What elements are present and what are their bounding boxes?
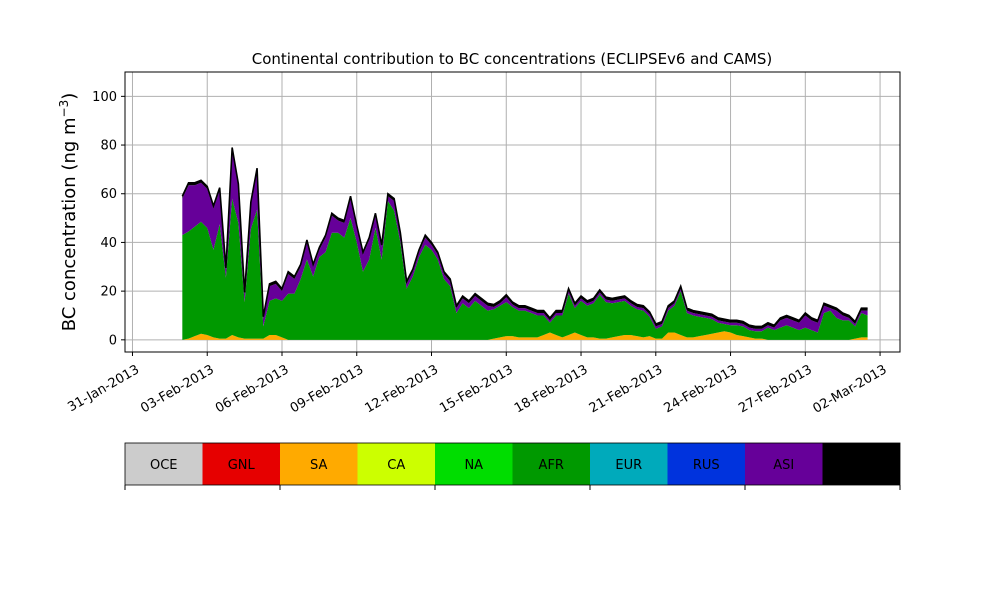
y-tick-label: 40 — [100, 236, 117, 251]
x-tick-label: 27-Feb-2013 — [736, 362, 815, 416]
legend-frame — [124, 442, 901, 486]
x-tick-label: 09-Feb-2013 — [288, 362, 367, 416]
y-tick-label: 0 — [109, 333, 117, 348]
legend-swatch-asi — [745, 443, 823, 485]
legend-swatch-sa — [280, 443, 358, 485]
legend-label-oce: OCE — [150, 458, 178, 473]
x-tick-label: 21-Feb-2013 — [587, 362, 666, 416]
area-afr — [182, 198, 868, 340]
y-tick-label: 20 — [100, 285, 117, 300]
x-tick-label: 18-Feb-2013 — [512, 362, 591, 416]
legend-label-gnl: GNL — [228, 458, 256, 473]
x-tick-label: 02-Mar-2013 — [810, 362, 889, 416]
y-axis-label-text: BC concentration (ng m — [59, 117, 80, 331]
legend-label-eur: EUR — [615, 458, 642, 473]
y-axis-label-close: ) — [59, 93, 80, 100]
chart-title: Continental contribution to BC concentra… — [252, 50, 773, 68]
legend-swatch-gnl — [202, 443, 280, 485]
x-axis: 31-Jan-201303-Feb-201306-Feb-201309-Feb-… — [65, 352, 890, 417]
legend-swatch-eur — [590, 443, 668, 485]
x-tick-label: 24-Feb-2013 — [662, 362, 741, 416]
legend-swatch-oce — [125, 443, 203, 485]
legend-swatch-aus — [822, 443, 900, 485]
y-axis-label: BC concentration (ng m−3) — [57, 93, 80, 332]
legend-label-rus: RUS — [693, 458, 720, 473]
x-tick-label: 31-Jan-2013 — [65, 362, 142, 415]
area-sa — [182, 331, 868, 340]
y-tick-label: 60 — [100, 187, 117, 202]
plot-frame — [124, 71, 901, 353]
legend-swatch-afr — [512, 443, 590, 485]
x-tick-label: 03-Feb-2013 — [138, 362, 217, 416]
x-tick-label: 15-Feb-2013 — [437, 362, 516, 416]
legend-swatch-rus — [667, 443, 745, 485]
y-axis: 0 20 40 60 80 100 — [92, 90, 125, 348]
legend-label-ca: CA — [387, 458, 405, 473]
x-tick-label: 06-Feb-2013 — [213, 362, 292, 416]
y-tick-label: 100 — [92, 90, 117, 105]
legend-label-asi: ASI — [773, 458, 794, 473]
legend-swatch-na — [435, 443, 513, 485]
legend-colorbar: OCE GNL SA CA NA AFR EUR RUS ASI AUS — [124, 442, 901, 490]
legend-label-afr: AFR — [539, 458, 564, 473]
legend-label-aus: AUS — [848, 458, 875, 473]
stacked-areas — [181, 147, 868, 340]
y-axis-label-superscript: −3 — [57, 100, 71, 118]
legend-label-sa: SA — [310, 458, 327, 473]
total-line — [181, 147, 868, 328]
y-tick-label: 80 — [100, 139, 117, 154]
legend-label-na: NA — [464, 458, 483, 473]
x-tick-label: 12-Feb-2013 — [363, 362, 442, 416]
legend-swatch-ca — [357, 443, 435, 485]
